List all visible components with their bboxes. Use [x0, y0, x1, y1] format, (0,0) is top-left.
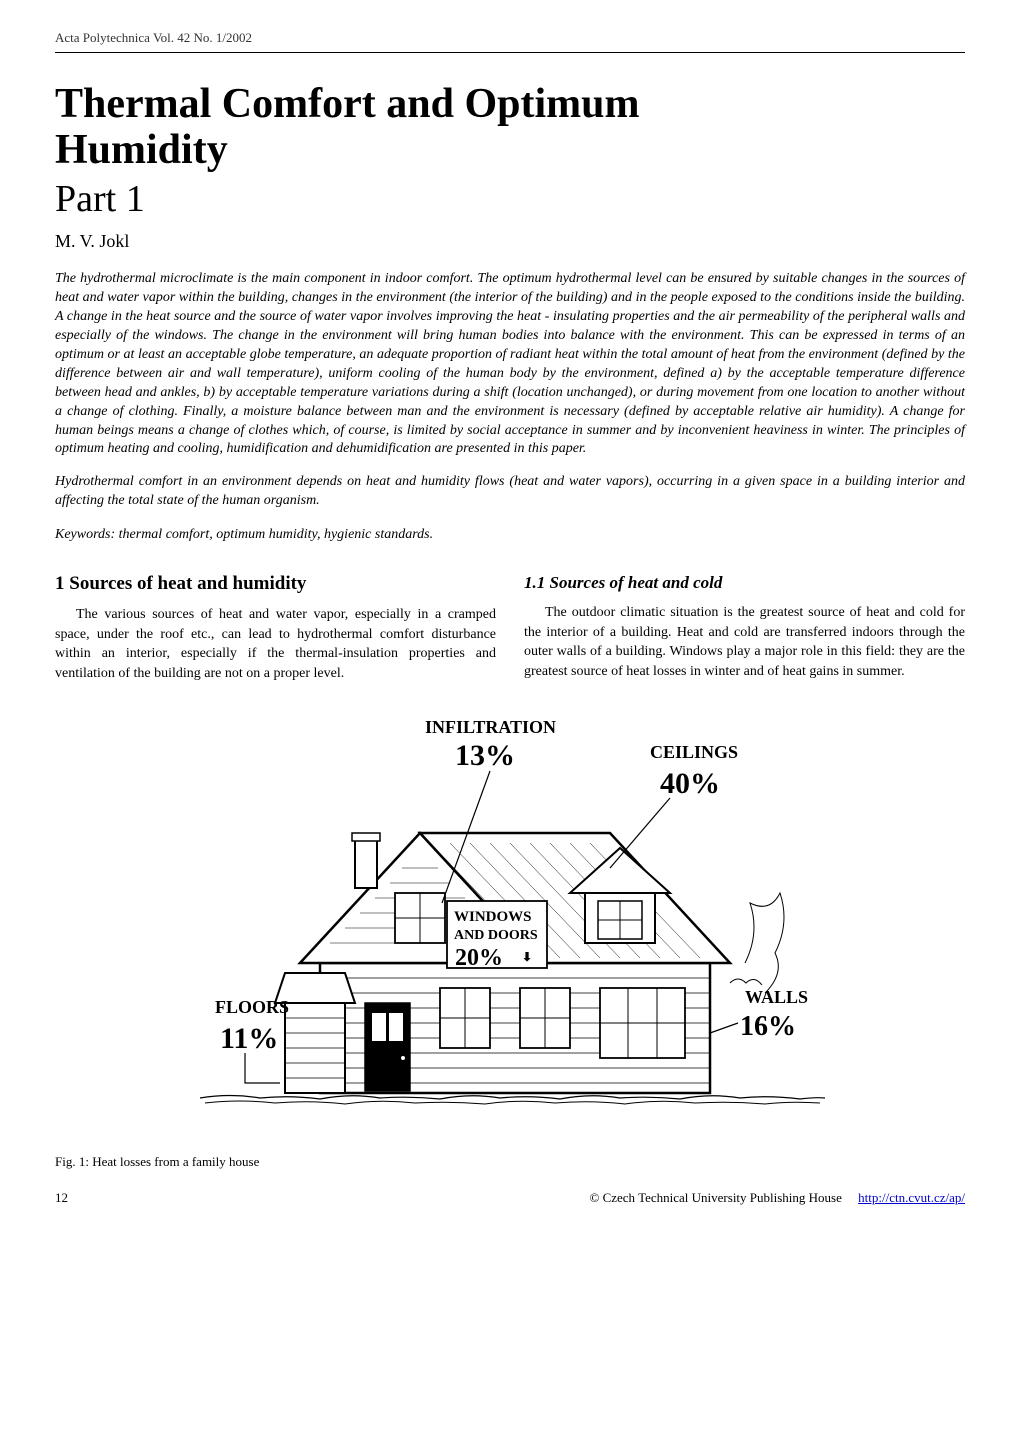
title-line2: Humidity — [55, 127, 228, 173]
abstract-para1: The hydrothermal microclimate is the mai… — [55, 270, 965, 459]
section-1-1-heading: 1.1 Sources of heat and cold — [524, 573, 965, 593]
page-number: 12 — [55, 1190, 68, 1206]
svg-text:⬇: ⬇ — [522, 950, 532, 964]
journal-header: Acta Polytechnica Vol. 42 No. 1/2002 — [55, 30, 965, 53]
paper-title: Thermal Comfort and Optimum Humidity — [55, 81, 965, 173]
title-line1: Thermal Comfort and Optimum — [55, 81, 639, 127]
figure-1: INFILTRATION 13% CEILINGS 40% WINDOWS AN… — [55, 703, 965, 1128]
paper-subtitle: Part 1 — [55, 177, 965, 221]
label-windows-pct: 20% — [455, 945, 503, 971]
right-column: 1.1 Sources of heat and cold The outdoor… — [524, 573, 965, 683]
label-floors-pct: 11% — [220, 1022, 278, 1055]
label-walls-pct: 16% — [740, 1011, 796, 1042]
label-ceilings-pct: 40% — [660, 767, 720, 800]
footer-publisher: © Czech Technical University Publishing … — [589, 1190, 841, 1205]
author-name: M. V. Jokl — [55, 231, 965, 252]
label-windows: WINDOWS — [454, 909, 532, 925]
left-column: 1 Sources of heat and humidity The vario… — [55, 573, 496, 683]
figure-1-caption: Fig. 1: Heat losses from a family house — [55, 1154, 965, 1170]
two-column-section: 1 Sources of heat and humidity The vario… — [55, 573, 965, 683]
label-floors: FLOORS — [215, 997, 289, 1017]
footer-publisher-block: © Czech Technical University Publishing … — [589, 1190, 965, 1206]
label-ceilings: CEILINGS — [650, 742, 738, 762]
label-infiltration: INFILTRATION — [425, 717, 556, 737]
footer-link[interactable]: http://ctn.cvut.cz/ap/ — [858, 1190, 965, 1205]
house-illustration: INFILTRATION 13% CEILINGS 40% WINDOWS AN… — [190, 703, 830, 1128]
section-1-heading: 1 Sources of heat and humidity — [55, 573, 496, 595]
page-footer: 12 © Czech Technical University Publishi… — [55, 1190, 965, 1206]
label-walls: WALLS — [745, 987, 808, 1007]
label-infiltration-pct: 13% — [455, 739, 515, 772]
keywords-line: Keywords: thermal comfort, optimum humid… — [55, 527, 965, 543]
label-windows-sub: AND DOORS — [454, 928, 538, 943]
section-1-body: The various sources of heat and water va… — [55, 605, 496, 683]
section-1-1-body: The outdoor climatic situation is the gr… — [524, 603, 965, 681]
abstract-para2: Hydrothermal comfort in an environment d… — [55, 473, 965, 511]
